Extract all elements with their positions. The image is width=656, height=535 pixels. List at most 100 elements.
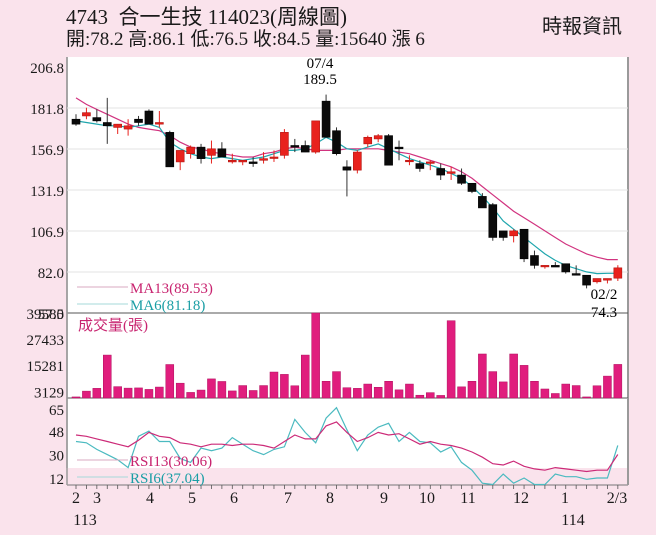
year-label: 114	[561, 512, 584, 529]
volume-bar	[300, 354, 310, 399]
x-tick-label: 12	[513, 490, 529, 507]
candle	[321, 100, 331, 138]
x-tick-label: 1	[561, 490, 569, 507]
candle	[457, 174, 466, 184]
x-tick-label: 6	[230, 490, 238, 507]
candle	[488, 204, 498, 238]
candle	[269, 156, 279, 159]
candle	[509, 230, 518, 237]
candle	[415, 163, 425, 169]
brand-label: 時報資訊	[542, 16, 622, 38]
price-tick-label: 131.9	[30, 184, 64, 200]
candle	[363, 136, 373, 145]
candle	[394, 146, 404, 150]
volume-bar	[186, 392, 195, 399]
volume-bar	[92, 388, 102, 399]
volume-bars	[71, 312, 623, 399]
candlesticks	[71, 94, 623, 289]
ma6-legend: MA6(81.18)	[130, 298, 205, 314]
candle	[144, 110, 154, 125]
candle	[123, 125, 133, 130]
volume-bar	[71, 396, 81, 399]
low-date-label: 02/2	[591, 287, 618, 303]
ma13-legend: MA13(89.53)	[130, 281, 213, 297]
volume-bar	[457, 386, 466, 399]
volume-bar	[228, 390, 237, 399]
volume-bar	[613, 364, 623, 399]
candle	[478, 196, 487, 209]
volume-bar	[405, 383, 414, 399]
volume-bar	[498, 381, 508, 399]
candle	[498, 230, 508, 238]
x-tick-label: 10	[419, 490, 435, 507]
volume-bar	[165, 364, 175, 399]
volume-bar	[561, 383, 570, 399]
volume-bar	[311, 312, 320, 399]
price-tick-label: 82.0	[38, 266, 64, 282]
volume-bar	[394, 389, 404, 399]
volume-bar	[342, 387, 352, 399]
volume-bar	[175, 382, 185, 399]
rsi-lines	[75, 406, 619, 486]
candle	[467, 182, 477, 192]
volume-bar	[426, 392, 435, 399]
volume-bar	[217, 381, 227, 399]
x-axis: 2 3 4 5 6 7 8 9 10 11 12 1 2/3 113 114	[72, 485, 627, 529]
candle	[311, 120, 320, 153]
candle	[290, 145, 300, 148]
ohlc-summary: 開:78.2 高:86.1 低:76.5 收:84.5 量:15640 漲 6	[66, 29, 425, 50]
volume-bar	[248, 390, 258, 399]
volume-bar	[436, 395, 445, 399]
candle	[582, 274, 591, 286]
candle	[165, 132, 175, 168]
candle	[384, 135, 393, 166]
volume-bar	[103, 354, 112, 399]
candle	[217, 148, 227, 158]
volume-bar	[353, 388, 362, 399]
candle	[540, 265, 550, 268]
volume-tick-label: 3129	[34, 385, 64, 401]
volume-bar	[551, 393, 560, 399]
rsi-tick-label: 48	[49, 425, 64, 441]
x-tick-label: 9	[380, 490, 388, 507]
volume-bar	[571, 385, 581, 399]
candle	[551, 265, 560, 268]
volume-bar	[207, 378, 216, 399]
volume-bar	[478, 353, 487, 399]
candle	[280, 132, 289, 156]
candle	[561, 263, 571, 273]
candle	[113, 123, 122, 128]
volume-bar	[269, 371, 279, 399]
candle	[436, 168, 446, 176]
volume-bar	[582, 396, 591, 399]
low-value-label: 74.3	[591, 305, 617, 321]
volume-bar	[144, 389, 154, 399]
volume-bar	[196, 389, 206, 399]
volume-tick-label: 27433	[27, 333, 65, 349]
price-tick-label: 106.9	[30, 225, 64, 241]
rsi-tick-label: 30	[49, 449, 64, 465]
candle	[175, 150, 185, 163]
candle	[373, 135, 383, 140]
volume-tick-label: 15281	[27, 359, 65, 375]
candle	[71, 118, 81, 125]
rsi-tick-label: 65	[49, 403, 64, 419]
candle	[300, 145, 310, 153]
candle	[207, 148, 216, 156]
candle	[186, 146, 195, 155]
volume-bar	[280, 374, 289, 399]
rsi6-legend: RSI6(37.04)	[130, 471, 205, 487]
volume-bar	[488, 371, 498, 399]
candle	[259, 158, 268, 161]
volume-bar	[113, 386, 122, 399]
volume-bar	[363, 383, 373, 399]
candle	[238, 159, 248, 163]
volume-bar	[155, 386, 164, 399]
volume-bar	[384, 381, 393, 399]
candle	[134, 118, 143, 123]
volume-bar	[603, 375, 612, 399]
volume-legend: 成交量(張)	[78, 316, 148, 334]
volume-bar	[134, 387, 143, 399]
